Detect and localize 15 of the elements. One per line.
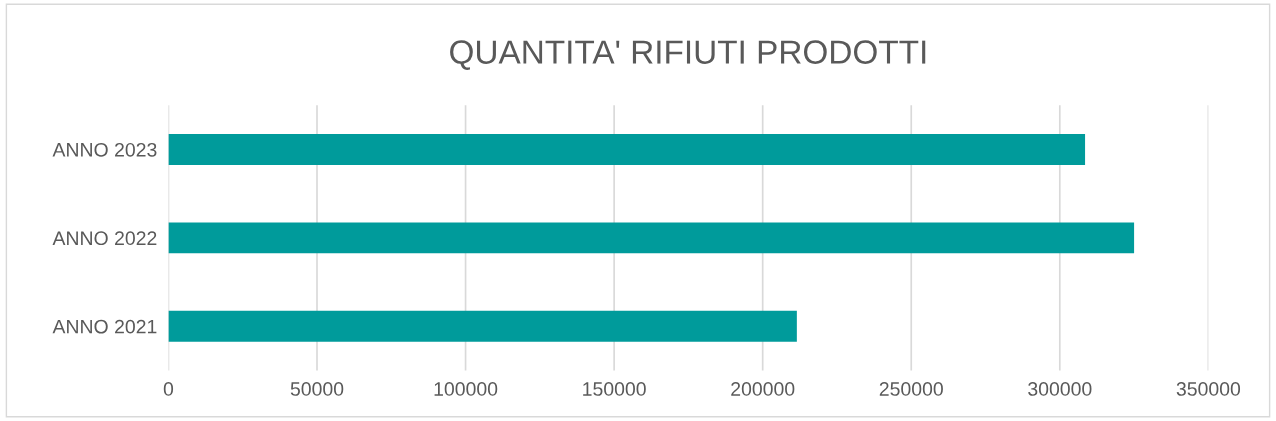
y-tick-label: ANNO 2022 — [52, 231, 157, 246]
bar — [168, 222, 1135, 254]
bar — [168, 310, 797, 342]
y-tick-label: ANNO 2023 — [52, 142, 157, 157]
x-tick-label: 0 — [163, 382, 174, 396]
x-tick-label: 300000 — [1028, 382, 1092, 396]
x-tick-label: 50000 — [290, 382, 344, 396]
x-tick-label: 150000 — [583, 382, 646, 396]
y-tick-label: ANNO 2021 — [52, 319, 157, 334]
x-tick-label: 250000 — [879, 382, 943, 396]
x-tick-label: 350000 — [1176, 382, 1241, 396]
bar — [168, 133, 1086, 165]
x-tick-label: 100000 — [434, 382, 498, 396]
chart-title: QUANTITA' RIFIUTI PRODOTTI — [450, 40, 926, 70]
x-tick-label: 200000 — [731, 382, 795, 396]
